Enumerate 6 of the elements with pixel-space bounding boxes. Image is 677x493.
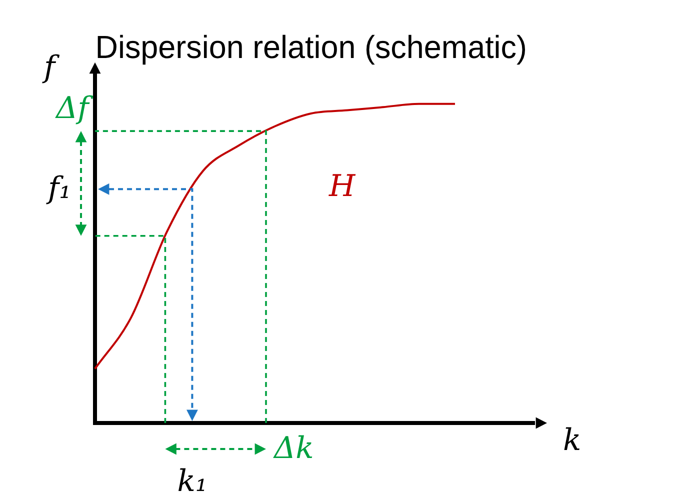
text: Δk: [274, 431, 314, 466]
chart-title: Dispersion relation (schematic): [95, 28, 527, 66]
series-label: H: [329, 168, 356, 204]
text: f₁: [48, 171, 72, 206]
text: k₁: [177, 464, 208, 493]
x-axis-title: k: [563, 423, 582, 458]
